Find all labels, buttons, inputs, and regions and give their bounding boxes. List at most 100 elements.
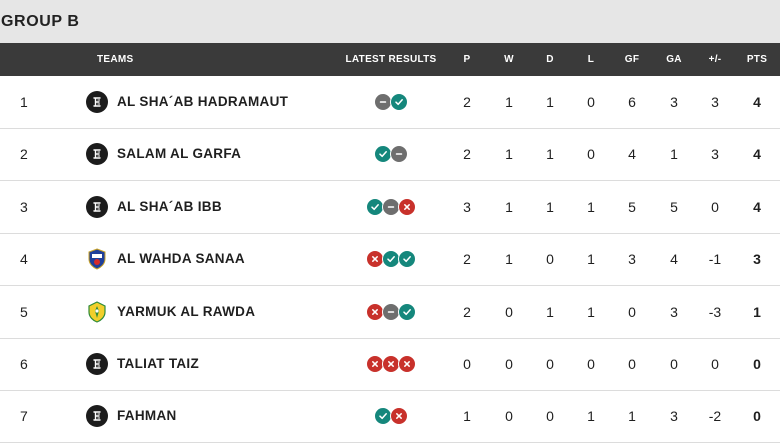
goal-difference-value: 3 xyxy=(711,94,719,110)
played-value: 1 xyxy=(463,408,471,425)
goals-for-value: 3 xyxy=(628,251,636,268)
goals-against-value: 0 xyxy=(670,356,678,372)
yarmuk-crest-icon xyxy=(86,300,108,323)
header-points[interactable]: PTS xyxy=(746,54,768,65)
team-name-link[interactable]: AL SHA´AB HADRAMAUT xyxy=(117,94,289,109)
goals-against-value: 3 xyxy=(670,94,678,110)
generic-club-icon xyxy=(86,195,108,218)
position-value: 3 xyxy=(20,198,28,215)
played-value: 0 xyxy=(463,356,471,372)
latest-results xyxy=(374,93,408,111)
goals-for-value: 4 xyxy=(628,146,636,163)
table-header: TEAMS LATEST RESULTS P W D L GF GA +/- P… xyxy=(0,43,780,76)
team-name-link[interactable]: SALAM AL GARFA xyxy=(117,146,242,162)
played-value: 3 xyxy=(463,198,471,215)
goals-against-value: 1 xyxy=(670,146,678,163)
points-value: 1 xyxy=(753,303,761,320)
position-value: 1 xyxy=(20,94,28,110)
header-teams[interactable]: TEAMS xyxy=(97,54,134,65)
team-name-link[interactable]: FAHMAN xyxy=(117,408,177,424)
goals-for-value: 6 xyxy=(628,94,636,110)
position-value: 7 xyxy=(20,408,28,425)
lost-value: 1 xyxy=(587,408,595,425)
header-goal-difference[interactable]: +/- xyxy=(708,54,722,65)
table-row[interactable]: 5 YARMUK AL RAWDA 2 0 1 1 0 3 -3 1 xyxy=(0,286,780,339)
drawn-value: 0 xyxy=(546,251,554,268)
position-value: 5 xyxy=(20,303,28,320)
team-name-link[interactable]: AL SHA´AB IBB xyxy=(117,198,222,214)
table-row[interactable]: 1 AL SHA´AB HADRAMAUT 2 1 1 0 6 3 3 4 xyxy=(0,76,780,129)
points-value: 0 xyxy=(753,356,761,372)
latest-results xyxy=(366,302,416,321)
group-header: GROUP B xyxy=(0,0,780,43)
generic-club-icon xyxy=(86,405,108,428)
goal-difference-value: 0 xyxy=(711,356,719,372)
goals-against-value: 5 xyxy=(670,198,678,215)
draw-dash-icon[interactable] xyxy=(390,145,408,164)
goals-for-value: 5 xyxy=(628,198,636,215)
group-title: GROUP B xyxy=(1,12,80,30)
drawn-value: 0 xyxy=(546,408,554,425)
win-check-icon[interactable] xyxy=(398,250,416,269)
lost-value: 1 xyxy=(587,198,595,215)
table-row[interactable]: 6 TALIAT TAIZ 0 0 0 0 0 0 0 0 xyxy=(0,338,780,391)
goal-difference-value: 3 xyxy=(711,146,719,163)
header-played[interactable]: P xyxy=(463,54,471,65)
won-value: 1 xyxy=(505,251,513,268)
drawn-value: 1 xyxy=(546,303,554,320)
table-row[interactable]: 3 AL SHA´AB IBB 3 1 1 1 5 5 0 4 xyxy=(0,181,780,234)
header-drawn[interactable]: D xyxy=(546,54,554,65)
loss-cross-icon[interactable] xyxy=(398,355,416,373)
lost-value: 0 xyxy=(587,356,595,372)
loss-cross-icon[interactable] xyxy=(390,407,408,426)
team-name-link[interactable]: YARMUK AL RAWDA xyxy=(117,303,256,319)
header-won[interactable]: W xyxy=(504,54,514,65)
header-goals-against[interactable]: GA xyxy=(666,54,682,65)
generic-club-icon xyxy=(86,143,108,166)
latest-results xyxy=(374,145,408,164)
win-check-icon[interactable] xyxy=(398,302,416,321)
won-value: 1 xyxy=(505,94,513,110)
win-check-icon[interactable] xyxy=(390,93,408,111)
generic-club-icon xyxy=(86,91,108,113)
latest-results xyxy=(366,250,416,269)
table-row[interactable]: 2 SALAM AL GARFA 2 1 1 0 4 1 3 4 xyxy=(0,128,780,182)
goal-difference-value: 0 xyxy=(711,198,719,215)
lost-value: 0 xyxy=(587,146,595,163)
goals-for-value: 0 xyxy=(628,303,636,320)
drawn-value: 1 xyxy=(546,146,554,163)
position-value: 2 xyxy=(20,146,28,163)
points-value: 4 xyxy=(753,198,761,215)
lost-value: 0 xyxy=(587,94,595,110)
goals-against-value: 3 xyxy=(670,408,678,425)
goal-difference-value: -2 xyxy=(708,408,722,425)
loss-cross-icon[interactable] xyxy=(398,197,416,216)
drawn-value: 1 xyxy=(546,94,554,110)
header-goals-for[interactable]: GF xyxy=(624,54,640,65)
drawn-value: 0 xyxy=(546,356,554,372)
header-lost[interactable]: L xyxy=(587,54,595,65)
goals-against-value: 3 xyxy=(670,303,678,320)
played-value: 2 xyxy=(463,251,471,268)
lost-value: 1 xyxy=(587,303,595,320)
draw-dash-icon[interactable] xyxy=(374,93,392,111)
al-wahda-crest-icon xyxy=(86,248,108,270)
won-value: 0 xyxy=(505,356,513,372)
team-name-link[interactable]: AL WAHDA SANAA xyxy=(117,251,245,267)
played-value: 2 xyxy=(463,146,471,163)
generic-club-icon xyxy=(86,353,108,375)
won-value: 0 xyxy=(505,303,513,320)
latest-results xyxy=(366,197,416,216)
table-row[interactable]: 7 FAHMAN 1 0 0 1 1 3 -2 0 xyxy=(0,390,780,443)
team-name-link[interactable]: TALIAT TAIZ xyxy=(117,356,200,371)
goals-for-value: 0 xyxy=(628,356,636,372)
won-value: 0 xyxy=(505,408,513,425)
goal-difference-value: -3 xyxy=(708,303,722,320)
played-value: 2 xyxy=(463,303,471,320)
goal-difference-value: -1 xyxy=(708,251,722,268)
table-row[interactable]: 4 AL WAHDA SANAA 2 1 0 1 3 4 -1 3 xyxy=(0,233,780,287)
drawn-value: 1 xyxy=(546,198,554,215)
header-latest-results: LATEST RESULTS xyxy=(345,54,437,65)
position-value: 4 xyxy=(20,251,28,268)
position-value: 6 xyxy=(20,356,28,372)
